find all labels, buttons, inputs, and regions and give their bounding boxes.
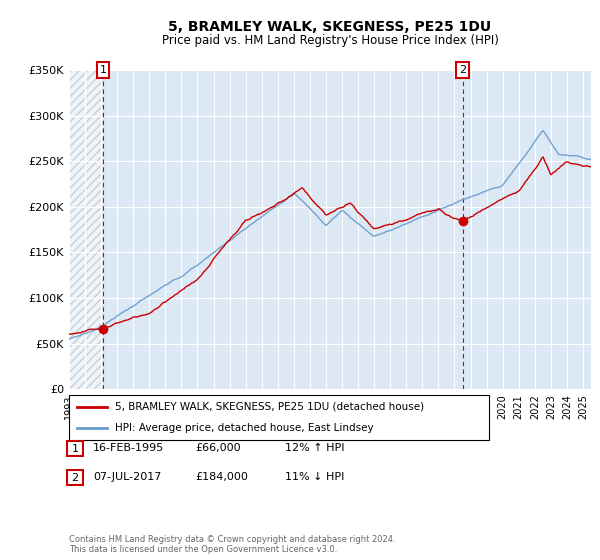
Text: 1: 1 [100,65,107,75]
Text: 2: 2 [71,473,79,483]
Text: £184,000: £184,000 [195,472,248,482]
FancyBboxPatch shape [67,441,83,456]
FancyBboxPatch shape [69,395,489,440]
Text: 11% ↓ HPI: 11% ↓ HPI [285,472,344,482]
Text: Price paid vs. HM Land Registry's House Price Index (HPI): Price paid vs. HM Land Registry's House … [161,34,499,46]
Text: 16-FEB-1995: 16-FEB-1995 [93,443,164,453]
Text: 5, BRAMLEY WALK, SKEGNESS, PE25 1DU (detached house): 5, BRAMLEY WALK, SKEGNESS, PE25 1DU (det… [115,402,424,412]
Text: £66,000: £66,000 [195,443,241,453]
Text: 07-JUL-2017: 07-JUL-2017 [93,472,161,482]
Text: Contains HM Land Registry data © Crown copyright and database right 2024.
This d: Contains HM Land Registry data © Crown c… [69,535,395,554]
Text: 12% ↑ HPI: 12% ↑ HPI [285,443,344,453]
Text: 2: 2 [459,65,466,75]
Text: 5, BRAMLEY WALK, SKEGNESS, PE25 1DU: 5, BRAMLEY WALK, SKEGNESS, PE25 1DU [169,20,491,34]
FancyBboxPatch shape [67,470,83,485]
Text: 1: 1 [71,444,79,454]
Text: HPI: Average price, detached house, East Lindsey: HPI: Average price, detached house, East… [115,422,374,432]
